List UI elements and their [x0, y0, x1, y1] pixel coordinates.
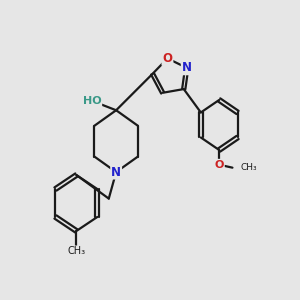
- Text: CH₃: CH₃: [241, 163, 257, 172]
- Text: CH₃: CH₃: [67, 246, 86, 256]
- Text: HO: HO: [83, 95, 101, 106]
- Text: O: O: [162, 52, 172, 65]
- Text: N: N: [182, 61, 192, 74]
- Text: O: O: [214, 160, 224, 170]
- Text: N: N: [111, 166, 121, 178]
